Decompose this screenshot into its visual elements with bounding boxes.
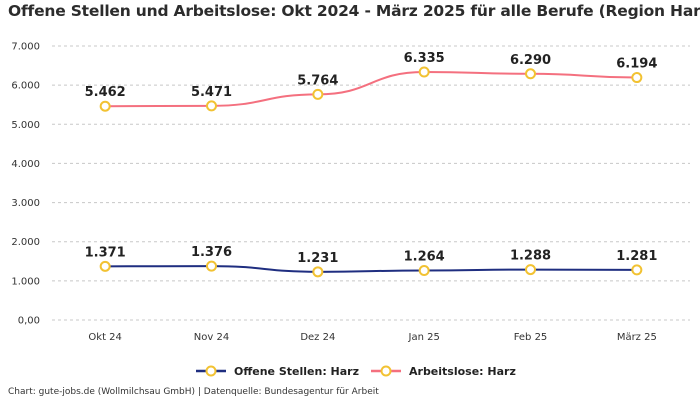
data-label: 5.471	[191, 85, 232, 100]
y-tick-label: 7.000	[11, 42, 40, 53]
data-point	[631, 72, 643, 84]
data-label: 1.231	[297, 251, 338, 266]
chart-footer: Chart: gute-jobs.de (Wollmilchsau GmbH) …	[8, 387, 379, 397]
data-label: 1.281	[616, 249, 657, 264]
legend-marker	[380, 365, 392, 377]
series-line	[105, 71, 637, 108]
data-point	[312, 88, 324, 100]
data-point	[525, 68, 536, 80]
data-label: 1.376	[191, 245, 232, 260]
data-label: 1.288	[510, 249, 551, 264]
data-point	[631, 264, 643, 276]
y-tick-label: 3.000	[11, 198, 40, 209]
y-tick-label: 4.000	[11, 159, 40, 170]
series-line	[105, 265, 637, 273]
x-tick-label: Dez 24	[300, 332, 335, 343]
data-point	[99, 260, 111, 272]
y-tick-label: 0,00	[18, 316, 40, 327]
data-point	[312, 266, 324, 278]
y-tick-label: 1.000	[11, 276, 40, 287]
y-tick-label: 5.000	[11, 120, 40, 131]
x-tick-label: Jan 25	[408, 332, 440, 343]
data-point	[525, 264, 536, 276]
x-tick-label: Nov 24	[194, 332, 229, 343]
data-point	[418, 265, 430, 277]
legend-marker	[205, 365, 217, 377]
y-tick-label: 2.000	[11, 237, 40, 248]
data-label: 6.194	[616, 57, 657, 72]
data-point	[418, 66, 430, 78]
data-label: 6.335	[404, 51, 445, 66]
chart-title: Offene Stellen und Arbeitslose: Okt 2024…	[8, 2, 700, 20]
data-point	[206, 100, 217, 112]
x-tick-label: März 25	[617, 332, 657, 343]
data-label: 6.290	[510, 53, 551, 68]
x-tick-label: Feb 25	[514, 332, 548, 343]
x-tick-label: Okt 24	[88, 332, 122, 343]
data-label: 5.462	[85, 85, 126, 100]
data-label: 5.764	[297, 73, 338, 88]
y-tick-label: 6.000	[11, 81, 40, 92]
data-point	[99, 100, 111, 112]
data-label: 1.371	[85, 245, 126, 260]
data-point	[206, 260, 217, 272]
legend-label: Offene Stellen: Harz	[234, 365, 359, 378]
legend-label: Arbeitslose: Harz	[409, 365, 516, 378]
data-label: 1.264	[404, 250, 445, 265]
